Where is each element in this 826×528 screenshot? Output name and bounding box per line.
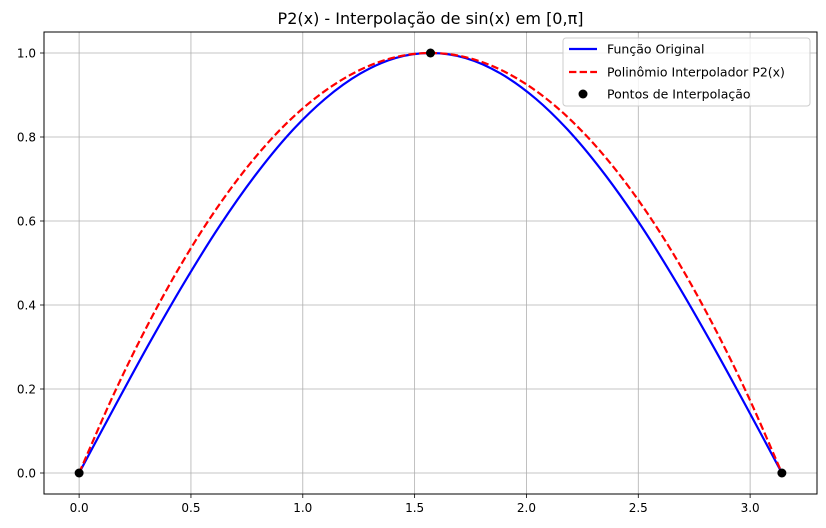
y-tick-label: 0.8 bbox=[17, 131, 36, 145]
interpolation-point bbox=[74, 468, 84, 478]
y-tick-label: 1.0 bbox=[17, 47, 36, 61]
chart-title: P2(x) - Interpolação de sin(x) em [0,π] bbox=[278, 9, 584, 28]
y-tick-label: 0.0 bbox=[17, 467, 36, 481]
legend-swatch-points bbox=[578, 89, 588, 99]
legend-label-polynomial: Polinômio Interpolador P2(x) bbox=[607, 65, 785, 80]
legend-label-original: Função Original bbox=[607, 42, 704, 57]
legend-label-points: Pontos de Interpolação bbox=[607, 87, 751, 102]
ticks: 0.0 0.5 1.0 1.5 2.0 2.5 3.0 0.0 0.2 0.4 0.6 0.8 1.0 bbox=[17, 47, 760, 516]
x-tick-label: 1.5 bbox=[405, 501, 424, 515]
series-layer bbox=[74, 48, 787, 478]
legend: Função Original Polinômio Interpolador P… bbox=[562, 37, 811, 107]
y-tick-label: 0.4 bbox=[17, 299, 36, 313]
legend-frame bbox=[562, 37, 811, 107]
x-tick-label: 2.5 bbox=[629, 501, 648, 515]
x-tick-label: 0.5 bbox=[181, 501, 200, 515]
x-tick-label: 1.0 bbox=[293, 501, 312, 515]
x-tick-label: 2.0 bbox=[517, 501, 536, 515]
x-tick-label: 0.0 bbox=[70, 501, 89, 515]
y-tick-label: 0.6 bbox=[17, 215, 36, 229]
x-tick-label: 3.0 bbox=[741, 501, 760, 515]
y-tick-label: 0.2 bbox=[17, 383, 36, 397]
interpolation-point bbox=[426, 48, 435, 58]
axes-frame bbox=[43, 31, 818, 495]
interpolation-point bbox=[777, 468, 787, 478]
